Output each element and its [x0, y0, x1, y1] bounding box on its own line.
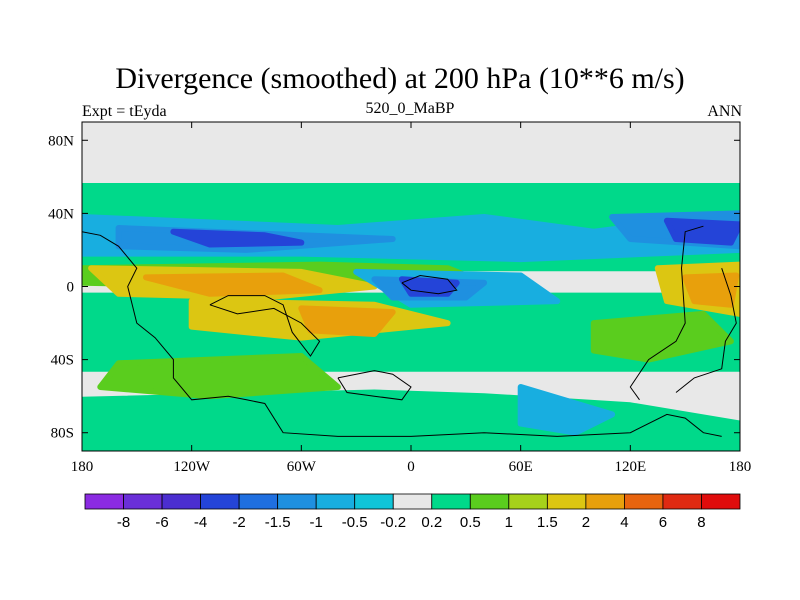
colorbar-swatch: [123, 493, 163, 510]
contour-band-6-1: [663, 217, 740, 246]
colorbar-swatch: [354, 493, 394, 510]
run-label: 520_0_MaBP: [365, 100, 455, 117]
colorbar-label: -8: [117, 514, 130, 531]
colorbar-swatch: [315, 493, 356, 510]
y-tick-label: 40N: [48, 206, 74, 222]
colorbar-swatch: [585, 493, 625, 510]
coastline-3: [401, 274, 458, 295]
coastline-5: [675, 268, 737, 393]
colorbar-swatch: [161, 493, 201, 510]
colorbar-label: -0.2: [380, 514, 406, 531]
coastline-0: [82, 231, 722, 437]
colorbar-label: 0.2: [421, 514, 442, 531]
colorbar-swatch: [662, 493, 702, 510]
coastline-1: [209, 295, 321, 357]
colorbar-label: -6: [155, 514, 168, 531]
season-label: ANN: [707, 103, 742, 120]
colorbar-label: 8: [697, 514, 705, 531]
colorbar-label: 6: [659, 514, 667, 531]
x-tick-label: 120W: [173, 459, 211, 475]
x-tick-label: 0: [407, 459, 415, 475]
colorbar-label: 2: [582, 514, 590, 531]
x-tick-label: 60E: [509, 459, 533, 475]
contour-band-4-2: [517, 384, 616, 436]
contour-band-6-0: [170, 228, 305, 248]
y-tick-label: 40S: [51, 353, 74, 369]
x-tick-label: 120E: [614, 459, 646, 475]
colorbar-swatch: [624, 493, 664, 510]
contour-band-6-2: [398, 276, 460, 297]
contour-band-3-2: [682, 272, 740, 308]
colorbar-label: -4: [194, 514, 207, 531]
colorbar-label: 0.5: [460, 514, 481, 531]
chart-title: Divergence (smoothed) at 200 hPa (10**6 …: [115, 62, 685, 95]
colorbar-label: -1: [310, 514, 323, 531]
colorbar-swatch: [508, 493, 548, 510]
colorbar-swatch: [469, 493, 510, 510]
colorbar-label: -2: [232, 514, 245, 531]
contour-bands: [82, 183, 740, 451]
colorbar-swatch: [200, 493, 240, 510]
colorbar: -8 -6 -4 -2 -1.5 -1 -0.5 -0.2 0.2 0.5 1 1.5 2 4 6 8: [84, 493, 741, 531]
x-tick-label: 60W: [287, 459, 317, 475]
contour-band-1-1: [97, 353, 341, 400]
colorbar-label: -0.5: [342, 514, 368, 531]
x-axis: 180 120W 60W 0 60E 120E 180: [71, 122, 752, 475]
y-tick-label: 80N: [48, 133, 74, 149]
coastlines: [82, 225, 737, 437]
x-tick-label: 180: [729, 459, 752, 475]
contour-band-3-1: [298, 305, 396, 337]
colorbar-swatch: [84, 493, 124, 510]
colorbar-label: 1.5: [537, 514, 558, 531]
colorbar-label: 1: [505, 514, 513, 531]
colorbar-label: 4: [620, 514, 628, 531]
y-axis: 80N 40N 0 40S 80S: [48, 133, 740, 442]
colorbar-swatch: [277, 493, 317, 510]
experiment-label: Expt = tEyda: [82, 103, 167, 120]
colorbar-swatch: [546, 493, 587, 510]
y-tick-label: 80S: [51, 426, 74, 442]
coastline-4: [629, 225, 704, 401]
colorbar-swatch: [392, 493, 433, 510]
colorbar-label: -1.5: [265, 514, 291, 531]
y-tick-label: 0: [67, 280, 75, 296]
colorbar-swatch: [431, 493, 471, 510]
contour-band-3-0: [143, 272, 323, 297]
x-tick-label: 180: [71, 459, 94, 475]
coastline-2: [337, 370, 412, 401]
colorbar-swatch: [238, 493, 279, 510]
colorbar-swatch: [701, 493, 741, 510]
